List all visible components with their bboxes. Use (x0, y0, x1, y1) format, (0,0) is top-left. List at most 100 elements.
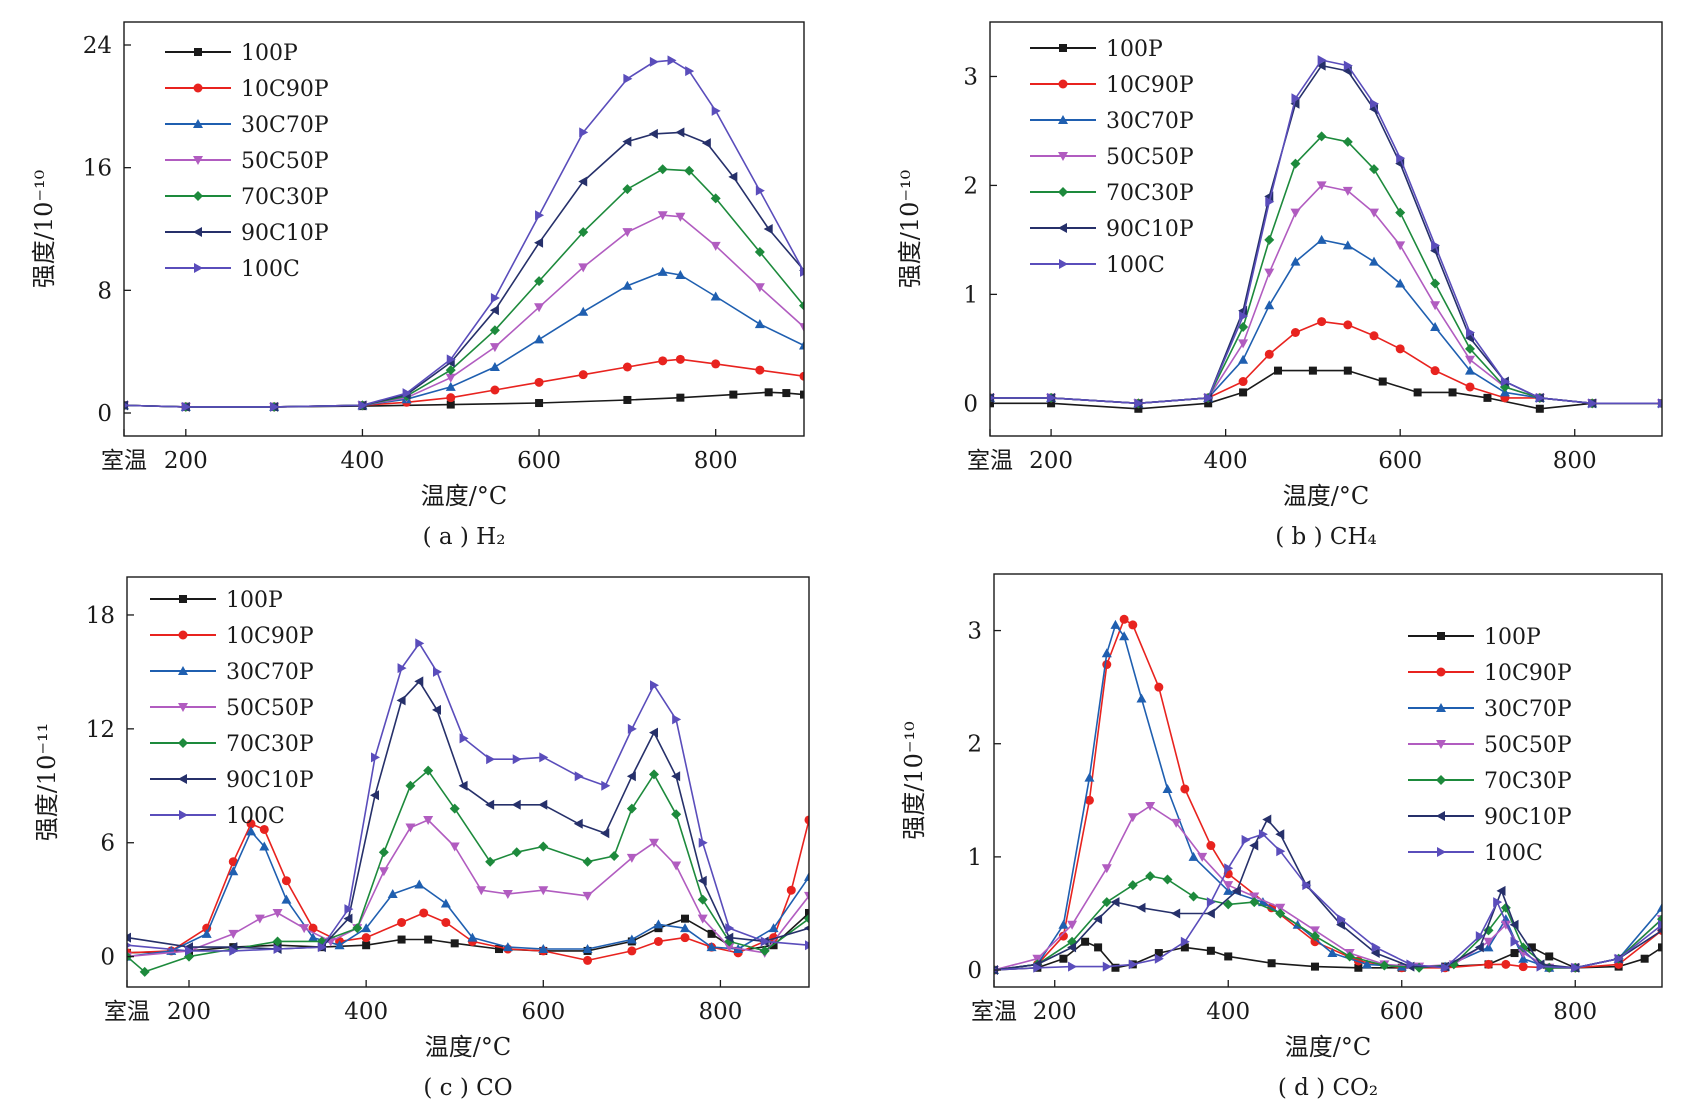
data-point (1658, 943, 1662, 952)
data-point (281, 894, 292, 904)
legend-label: 100P (226, 588, 283, 613)
x-tick-label: 室温 (971, 999, 1017, 1025)
y-tick-label: 0 (963, 391, 978, 417)
data-point (1430, 366, 1440, 376)
data-point (724, 932, 734, 943)
data-point (502, 942, 513, 952)
data-point (1413, 388, 1422, 397)
legend-label: 10C90P (241, 77, 329, 102)
data-point (622, 184, 633, 195)
data-point (609, 851, 620, 862)
plot-frame (989, 21, 1663, 437)
series-markers-50C50P (990, 181, 1662, 409)
data-point (440, 898, 451, 908)
legend: 100P 10C90P 30C70P 50C50P 70C30P 90C10P 100C (1408, 625, 1572, 866)
data-point (127, 942, 132, 949)
data-point (1093, 914, 1103, 925)
data-point (228, 929, 239, 939)
data-point (1239, 311, 1249, 322)
legend-label: 100C (1484, 841, 1543, 866)
data-point (706, 942, 717, 952)
data-point (485, 799, 495, 810)
series-markers-10C90P (990, 317, 1662, 408)
data-point (446, 400, 455, 409)
data-point (1134, 398, 1144, 409)
data-point (804, 871, 809, 881)
data-point (1657, 927, 1662, 934)
series-markers-100C (127, 638, 809, 956)
legend-item: 30C70P (165, 113, 329, 138)
legend-item: 30C70P (1030, 109, 1194, 134)
x-axis-title: 温度/°C (1285, 1033, 1371, 1061)
data-point (657, 211, 668, 221)
data-point (1127, 813, 1138, 823)
data-point (1588, 398, 1598, 409)
data-point (582, 891, 593, 901)
data-point (1128, 620, 1138, 630)
legend-marker (194, 48, 202, 56)
y-axis-title: 强度/10⁻¹⁰ (900, 721, 928, 840)
data-point (1466, 327, 1475, 338)
legend-label: 100C (241, 257, 300, 282)
data-point (1474, 942, 1484, 953)
data-point (299, 924, 310, 934)
data-point (423, 815, 434, 825)
x-tick-label: 200 (1033, 999, 1077, 1025)
data-point (1102, 660, 1112, 670)
data-point (485, 856, 496, 867)
data-point (1500, 920, 1511, 930)
data-point (1136, 693, 1147, 703)
data-point (1308, 366, 1317, 375)
series-markers-100C (994, 829, 1662, 973)
data-point (1395, 344, 1405, 354)
data-point (649, 56, 659, 67)
data-point (1290, 208, 1301, 218)
data-point (1510, 936, 1520, 947)
x-tick-label: 400 (1206, 999, 1250, 1025)
series-markers-90C10P (990, 60, 1662, 409)
data-point (1465, 355, 1475, 365)
data-point (657, 266, 668, 276)
data-point (667, 55, 677, 66)
data-point (1316, 234, 1327, 244)
data-point (1223, 881, 1234, 891)
data-point (990, 395, 995, 401)
legend-marker (178, 630, 188, 640)
series-markers-30C70P (127, 826, 809, 961)
legend-marker (179, 595, 187, 603)
data-point (1101, 864, 1112, 874)
data-point (1302, 880, 1312, 891)
legend-marker (1436, 667, 1446, 677)
data-point (1058, 931, 1068, 941)
legend: 100P 10C90P 30C70P 50C50P 70C30P 90C10P 100C (165, 41, 329, 282)
legend-item: 100P (1030, 37, 1163, 62)
data-point (397, 663, 407, 674)
data-point (799, 323, 804, 333)
data-point (538, 799, 548, 810)
data-point (1239, 388, 1248, 397)
data-point (1058, 919, 1069, 929)
data-point (1370, 98, 1379, 109)
data-point (127, 932, 131, 943)
legend-item: 100P (1408, 625, 1541, 650)
y-tick-label: 1 (967, 845, 982, 871)
x-axis-title: 温度/°C (425, 1033, 511, 1061)
data-point (1369, 164, 1379, 175)
plot-frame (123, 21, 805, 437)
panel-caption: ( d ) CO₂ (1278, 1075, 1378, 1101)
legend-item: 90C10P (165, 221, 329, 246)
data-point (1316, 181, 1327, 191)
series-line-100C (990, 59, 1662, 405)
legend-marker (193, 191, 203, 201)
legend-item: 100C (1408, 841, 1543, 866)
data-point (423, 765, 434, 776)
y-tick-label: 2 (967, 732, 982, 758)
legend-item: 50C50P (150, 696, 314, 721)
data-point (1465, 382, 1475, 392)
legend-label: 10C90P (1484, 661, 1572, 686)
data-point (804, 815, 809, 825)
data-point (1327, 948, 1338, 958)
data-point (1430, 278, 1441, 289)
data-point (1258, 829, 1268, 840)
data-point (1441, 962, 1451, 973)
